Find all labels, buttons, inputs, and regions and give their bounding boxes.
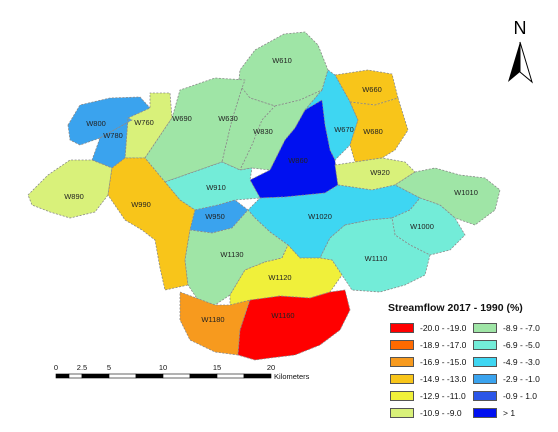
scale-segment (68, 373, 83, 379)
legend-item: -18.9 - -17.0 (390, 339, 466, 351)
legend-swatch (473, 374, 497, 384)
legend-item: -2.9 - -1.0 (473, 373, 540, 385)
north-arrow-right-half (519, 41, 533, 84)
legend-label: -12.9 - -11.0 (420, 391, 466, 401)
watershed-label-w1020: W1020 (308, 212, 332, 221)
watershed-w1130 (184, 209, 289, 306)
watershed-label-w630: W630 (218, 114, 238, 123)
watershed-label-w1010: W1010 (454, 188, 478, 197)
watershed-w680 (349, 97, 409, 163)
legend-swatch (390, 357, 414, 367)
watershed-label-w680: W680 (363, 127, 383, 136)
watershed-label-w1110: W1110 (365, 254, 388, 263)
scale-segment (108, 373, 137, 379)
legend-swatch (390, 408, 414, 418)
scale-unit: Kilometers (274, 372, 310, 381)
watershed-label-w1000: W1000 (410, 222, 434, 231)
legend-swatch (390, 340, 414, 350)
watershed-label-w950: W950 (205, 212, 225, 221)
scale-segment (216, 373, 245, 379)
legend-item: -6.9 - -5.0 (473, 339, 540, 351)
watershed-label-w780: W780 (103, 131, 123, 140)
watershed-w760 (124, 92, 173, 159)
scale-tick-0: 0 (54, 363, 58, 372)
legend-item: -0.9 - 1.0 (473, 390, 537, 402)
watershed-label-w910: W910 (206, 183, 226, 192)
legend-label: -18.9 - -17.0 (420, 340, 467, 350)
legend-swatch (473, 323, 497, 333)
watershed-label-w1130: W1130 (220, 250, 243, 259)
watershed-w1160 (237, 289, 351, 361)
watershed-label-w660: W660 (362, 85, 382, 94)
watershed-label-w760: W760 (134, 118, 154, 127)
scale-tick-20: 20 (267, 363, 275, 372)
scale-segment (55, 373, 70, 379)
watershed-w890 (27, 159, 113, 219)
north-arrow: N (508, 18, 533, 84)
legend-item: -4.9 - -3.0 (473, 356, 540, 368)
scale-tick-5: 5 (107, 363, 111, 372)
legend-swatch (390, 391, 414, 401)
watershed-label-w1120: W1120 (268, 273, 291, 282)
legend-swatch (390, 323, 414, 333)
legend-item: -14.9 - -13.0 (390, 373, 466, 385)
scale-bar: 0 2.5 5 10 15 20 Kilometers (54, 363, 310, 381)
scale-segment (162, 373, 191, 379)
scale-segment (189, 373, 218, 379)
legend-label: -10.9 - -9.0 (420, 408, 462, 418)
legend-swatch (473, 391, 497, 401)
scale-tick-2-5: 2.5 (77, 363, 87, 372)
legend-swatch (473, 340, 497, 350)
watershed-w860 (249, 99, 339, 199)
legend-label: -0.9 - 1.0 (503, 391, 538, 401)
legend-swatch (390, 374, 414, 384)
legend-item: -16.9 - -15.0 (390, 356, 466, 368)
legend-swatch (473, 357, 497, 367)
watershed-label-w830: W830 (253, 127, 273, 136)
north-arrow-left-half (508, 42, 520, 82)
watershed-label-w670: W670 (334, 125, 354, 134)
legend-title: Streamflow 2017 - 1990 (%) (388, 302, 523, 314)
legend-label: -8.9 - -7.0 (503, 323, 540, 333)
legend-item: -20.0 - -19.0 (390, 322, 466, 334)
legend-swatch (473, 408, 497, 418)
legend-label: -20.0 - -19.0 (420, 323, 467, 333)
legend-item: > 1 (473, 407, 515, 419)
legend-label: -16.9 - -15.0 (420, 357, 467, 367)
watershed-label-w690: W690 (172, 114, 192, 123)
scale-segment (81, 373, 110, 379)
scale-tick-10: 10 (159, 363, 167, 372)
legend-label: > 1 (503, 408, 516, 418)
legend-item: -12.9 - -11.0 (390, 390, 466, 402)
watershed-label-w1160: W1160 (271, 311, 294, 320)
scale-segment (243, 373, 272, 379)
watershed-label-w990: W990 (131, 200, 151, 209)
watershed-label-w860: W860 (288, 156, 308, 165)
watershed-w830 (239, 89, 323, 171)
watershed-label-w920: W920 (370, 168, 390, 177)
legend-label: -2.9 - -1.0 (503, 374, 540, 384)
watershed-label-w800: W800 (86, 119, 106, 128)
legend-item: -10.9 - -9.0 (390, 407, 462, 419)
legend-label: -14.9 - -13.0 (420, 374, 467, 384)
north-arrow-label: N (514, 18, 527, 38)
legend-label: -6.9 - -5.0 (503, 340, 540, 350)
watershed-label-w610: W610 (272, 56, 292, 65)
watershed-label-w890: W890 (64, 192, 84, 201)
scale-segment (135, 373, 164, 379)
legend-item: -8.9 - -7.0 (473, 322, 540, 334)
watershed-label-w1180: W1180 (201, 315, 224, 324)
scale-tick-15: 15 (213, 363, 221, 372)
legend-label: -4.9 - -3.0 (503, 357, 540, 367)
